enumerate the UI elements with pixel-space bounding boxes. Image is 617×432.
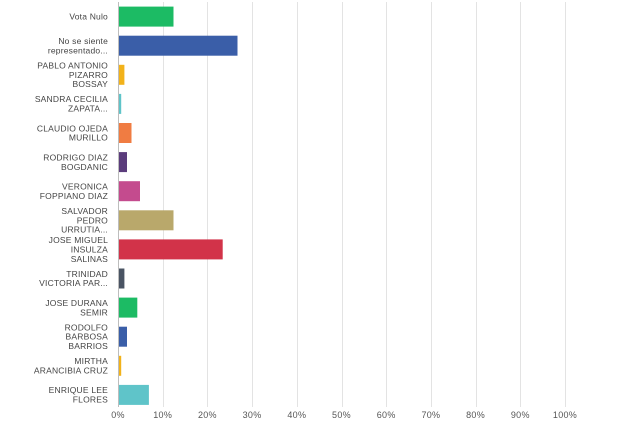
category-label-line: JOSE DURANA [45, 298, 108, 308]
bar-12 [119, 355, 122, 376]
category-label-line: PABLO ANTONIO [37, 60, 108, 70]
category-label-line: ARANCIBIA CRUZ [34, 366, 108, 376]
category-label-11: RODOLFO BARBOSA BARRIOS [65, 322, 109, 351]
x-tick-label-0: 0% [111, 410, 125, 420]
category-label-line: CLAUDIO OJEDA [37, 123, 108, 133]
x-tick-label-10: 10% [153, 410, 172, 420]
category-label-10: JOSE DURANA SEMIR [45, 298, 108, 317]
x-tick-label-80: 80% [466, 410, 485, 420]
category-label-line: VICTORIA PAR... [39, 278, 108, 288]
category-label-line: MIRTHA [74, 356, 108, 366]
bar-10 [119, 297, 138, 318]
category-label-line: RODRIGO DIAZ [43, 152, 108, 162]
category-label-line: INSULZA [71, 244, 108, 254]
category-label-line: ENRIQUE LEE [49, 385, 108, 395]
category-label-line: RODOLFO [65, 322, 109, 332]
category-label-13: ENRIQUE LEE FLORES [49, 385, 108, 404]
grid-lines [118, 2, 566, 407]
category-label-line: BARBOSA [66, 332, 109, 342]
category-label-line: PIZARRO [69, 70, 108, 80]
category-label-line: SALINAS [71, 254, 108, 264]
category-label-line: FLORES [73, 395, 108, 405]
category-label-line: SEMIR [80, 307, 108, 317]
bar-8 [119, 239, 223, 260]
bar-11 [119, 326, 127, 347]
x-axis-tick-labels: 0% 10% 20% 30% 40% 50% 60% 70% 80% 90% 100% [111, 410, 577, 420]
x-tick-label-90: 90% [511, 410, 530, 420]
bar-4 [119, 123, 132, 143]
category-label-line: PEDRO [77, 215, 108, 225]
x-tick-label-70: 70% [421, 410, 440, 420]
category-label-8: JOSE MIGUEL INSULZA SALINAS [49, 235, 108, 264]
category-label-7: SALVADOR PEDRO URRUTIA... [61, 206, 108, 235]
bar-5 [119, 152, 127, 173]
category-label-line: Vota Nulo [69, 12, 108, 22]
category-labels: Vota Nulo No se siente representado... PABL… [34, 12, 108, 405]
bar-6 [119, 181, 140, 202]
category-label-9: TRINIDAD VICTORIA PAR... [39, 269, 108, 288]
category-label-line: VERONICA [62, 182, 108, 192]
category-label-5: RODRIGO DIAZ BOGDANIC [43, 152, 108, 171]
bar-0 [119, 6, 174, 27]
x-tick-label-50: 50% [332, 410, 351, 420]
bar-2 [119, 64, 125, 85]
category-label-line: BOGDANIC [61, 162, 108, 172]
category-label-3: SANDRA CECILIA ZAPATA... [35, 94, 108, 113]
x-tick-label-20: 20% [198, 410, 217, 420]
bar-1 [119, 35, 238, 56]
bars [119, 6, 238, 405]
category-label-4: CLAUDIO OJEDA MURILLO [37, 123, 108, 142]
category-label-12: MIRTHA ARANCIBIA CRUZ [34, 356, 108, 375]
category-label-line: MURILLO [69, 133, 108, 143]
category-label-1: No se siente representado... [48, 36, 108, 55]
category-label-line: JOSE MIGUEL [49, 235, 108, 245]
category-label-line: URRUTIA... [61, 225, 108, 235]
x-tick-label-60: 60% [377, 410, 396, 420]
category-label-line: BOSSAY [72, 79, 108, 89]
category-label-line: ZAPATA... [68, 104, 108, 114]
category-label-line: SANDRA CECILIA [35, 94, 108, 104]
category-label-line: BARRIOS [68, 341, 108, 351]
bar-7 [119, 210, 174, 231]
category-label-6: VERONICA FOPPIANO DIAZ [40, 182, 108, 201]
category-label-line: SALVADOR [61, 206, 108, 216]
bar-9 [119, 268, 125, 289]
x-tick-label-100: 100% [553, 410, 577, 420]
category-label-line: No se siente [58, 36, 108, 46]
x-tick-label-30: 30% [243, 410, 262, 420]
category-label-line: FOPPIANO DIAZ [40, 191, 108, 201]
x-tick-label-40: 40% [287, 410, 306, 420]
category-label-line: representado... [48, 45, 108, 55]
bar-13 [119, 384, 149, 405]
category-label-2: PABLO ANTONIO PIZARRO BOSSAY [37, 60, 108, 89]
bar-3 [119, 93, 122, 114]
category-label-0: Vota Nulo [69, 12, 108, 22]
category-label-line: TRINIDAD [66, 269, 108, 279]
